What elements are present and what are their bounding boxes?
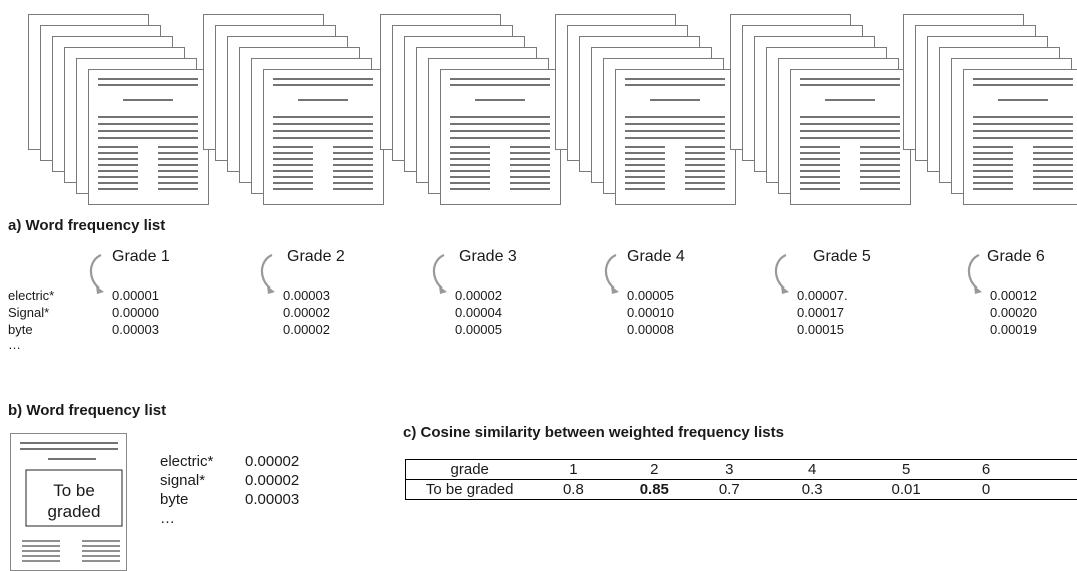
table-cell: To be graded	[405, 479, 534, 500]
curved-arrow-icon	[967, 253, 982, 294]
table-cell: 0.8	[533, 479, 614, 500]
grade-2-value: 0.00002	[283, 305, 330, 320]
grade-label-1: Grade 1	[112, 248, 170, 265]
document-stack	[730, 14, 911, 205]
table-cell: 0	[951, 479, 1022, 500]
grade-label-4: Grade 4	[627, 248, 685, 265]
table-cell: 0.7	[695, 479, 764, 500]
curved-arrow-icon	[260, 253, 275, 294]
curved-arrow-icon	[432, 253, 447, 294]
term-byte: byte	[8, 322, 33, 337]
section-c-heading: c) Cosine similarity between weighted fr…	[403, 424, 784, 441]
grade-5-value: 0.00015	[797, 322, 844, 337]
table-cell-empty	[1021, 479, 1077, 500]
grade-5-value: 0.00007.	[797, 288, 848, 303]
doc-label: To be graded	[26, 480, 122, 522]
grade-label-5: Grade 5	[813, 248, 871, 265]
document-stack	[203, 14, 384, 205]
grade-label-3: Grade 3	[459, 248, 517, 265]
table-cell: 0.01	[861, 479, 952, 500]
grade-3-value: 0.00005	[455, 322, 502, 337]
document-stacks-illustration	[28, 14, 1077, 205]
table-header-row: grade 1 2 3 4 5 6	[405, 459, 1077, 480]
table-cell: 0.3	[763, 479, 862, 500]
doc-label-line1: To be	[53, 481, 95, 500]
grade-6-value: 0.00012	[990, 288, 1037, 303]
document-stack	[903, 14, 1077, 205]
b-term-byte: byte	[160, 491, 189, 508]
curved-arrow-icon	[604, 253, 619, 294]
section-b-heading: b) Word frequency list	[8, 402, 167, 419]
table-cell: 3	[695, 459, 764, 480]
grade-4-value: 0.00008	[627, 322, 674, 337]
grade-4-value: 0.00010	[627, 305, 674, 320]
graded-document-icon	[10, 433, 127, 571]
grade-1-value: 0.00000	[112, 305, 159, 320]
doc-label-line2: graded	[47, 502, 101, 521]
table-cell: grade	[405, 459, 534, 480]
grade-label-6: Grade 6	[987, 248, 1045, 265]
grade-2-value: 0.00002	[283, 322, 330, 337]
table-cell: 1	[533, 459, 614, 480]
table-cell: 6	[951, 459, 1022, 480]
table-cell-empty	[1021, 459, 1077, 480]
grade-4-value: 0.00005	[627, 288, 674, 303]
curved-arrow-icon	[89, 253, 104, 294]
term-signal: Signal*	[8, 305, 50, 320]
similarity-table: grade 1 2 3 4 5 6 To be graded 0.8 0.85 …	[405, 459, 1077, 500]
grade-1-value: 0.00003	[112, 322, 159, 337]
b-value-electric: 0.00002	[245, 453, 300, 470]
grade-6-value: 0.00020	[990, 305, 1037, 320]
term-ellipsis: …	[8, 337, 21, 352]
b-value-signal: 0.00002	[245, 472, 300, 489]
grade-2-value: 0.00003	[283, 288, 330, 303]
section-a-heading: a) Word frequency list	[8, 217, 166, 234]
grade-5-value: 0.00017	[797, 305, 844, 320]
section-b-terms: electric* signal* byte …	[160, 452, 213, 528]
document-stack	[555, 14, 736, 205]
table-row: To be graded 0.8 0.85 0.7 0.3 0.01 0	[405, 479, 1077, 500]
document-stack	[28, 14, 209, 205]
b-term-ellipsis: …	[160, 510, 175, 527]
grade-3-value: 0.00004	[455, 305, 502, 320]
b-value-byte: 0.00003	[245, 491, 300, 508]
table-cell: 4	[763, 459, 862, 480]
grade-6-value: 0.00019	[990, 322, 1037, 337]
table-cell-highlight: 0.85	[613, 479, 696, 500]
document-stack	[380, 14, 561, 205]
section-b-values: 0.00002 0.00002 0.00003	[245, 452, 299, 509]
term-electric: electric*	[8, 288, 55, 303]
curved-arrow-icon	[774, 253, 789, 294]
b-term-signal: signal*	[160, 472, 206, 489]
b-term-electric: electric*	[160, 453, 214, 470]
table-cell: 2	[613, 459, 696, 480]
grade-1-value: 0.00001	[112, 288, 159, 303]
grade-3-value: 0.00002	[455, 288, 502, 303]
table-cell: 5	[861, 459, 952, 480]
grade-label-2: Grade 2	[287, 248, 345, 265]
